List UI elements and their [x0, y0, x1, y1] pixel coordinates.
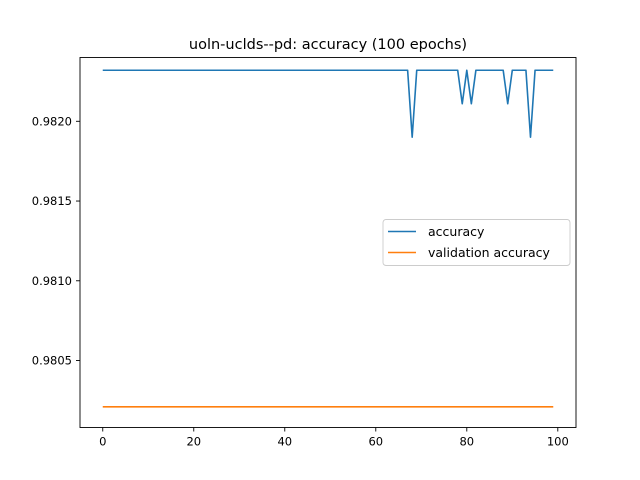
legend-label-2: validation accuracy: [428, 245, 551, 260]
y-tick-label: 0.9805: [32, 354, 72, 368]
x-tick-label: 100: [547, 435, 569, 449]
x-tick-label: 60: [368, 435, 383, 449]
legend-label-1: accuracy: [428, 224, 485, 239]
y-tick-label: 0.9810: [32, 274, 72, 288]
x-tick-label: 0: [99, 435, 106, 449]
legend-box: [382, 219, 571, 266]
legend: accuracy validation accuracy: [382, 219, 571, 266]
x-tick-label: 20: [186, 435, 201, 449]
plot-frame: [79, 57, 577, 428]
chart-title: uoln-uclds--pd: accuracy (100 epochs): [189, 37, 467, 53]
x-tick-label: 80: [459, 435, 474, 449]
y-axis: 0.9805 0.9810 0.9815 0.9820: [32, 114, 80, 368]
y-tick-label: 0.9820: [32, 114, 72, 128]
y-tick-label: 0.9815: [32, 194, 72, 208]
x-tick-label: 40: [277, 435, 292, 449]
series-line-1: [102, 69, 554, 139]
x-axis: 0 20 40 60 80 100: [99, 427, 569, 449]
series-layer: [102, 69, 554, 408]
